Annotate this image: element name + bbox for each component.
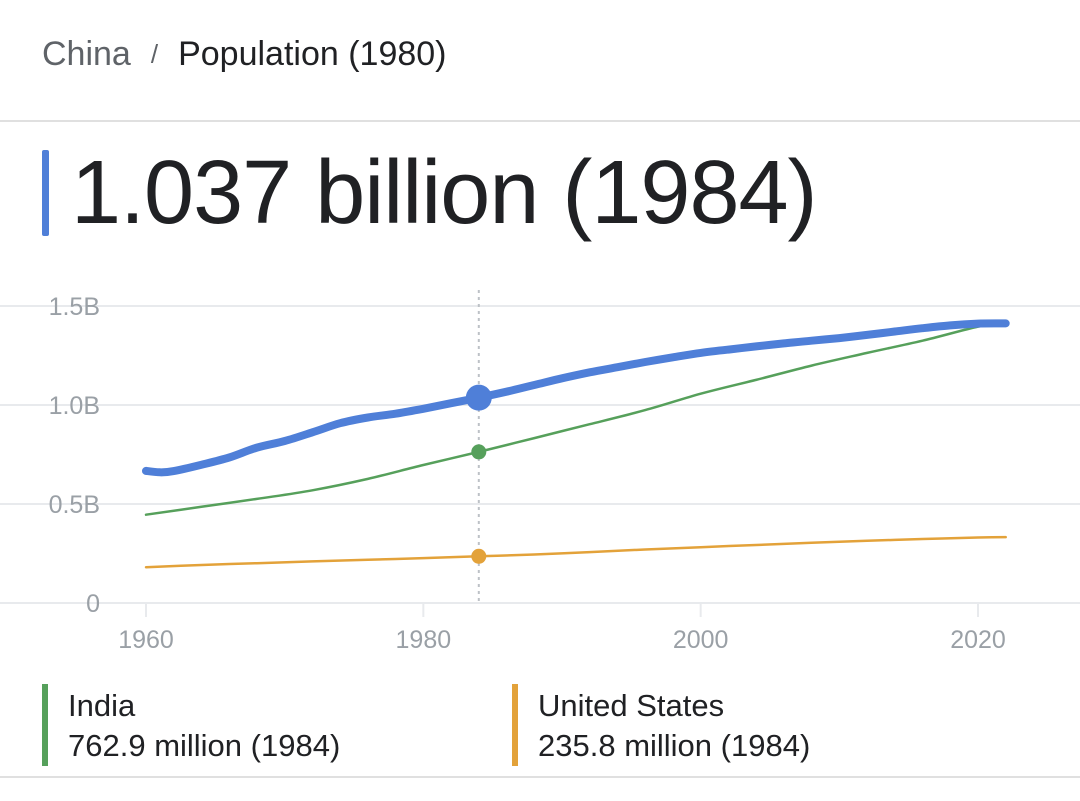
series-marker-china xyxy=(465,384,492,411)
y-tick-label-1.0B: 1.0B xyxy=(49,392,100,420)
breadcrumb-country-link[interactable]: China xyxy=(42,34,131,73)
series-line-china xyxy=(142,319,1010,477)
legend-india-value: 762.9 million (1984) xyxy=(68,728,341,763)
headline-value: 1.037 billion (1984) xyxy=(71,143,818,243)
legend-item-india[interactable]: India 762.9 million (1984) xyxy=(42,684,340,768)
series-line-united-states xyxy=(144,535,1007,569)
india-color-indicator xyxy=(42,684,48,766)
china-color-indicator xyxy=(42,150,49,236)
legend-india-name: India xyxy=(68,688,136,723)
x-tick-label-1980: 1980 xyxy=(396,626,452,654)
breadcrumb-current-metric: Population (1980) xyxy=(178,34,447,73)
headline: 1.037 billion (1984) xyxy=(42,143,818,243)
bottom-divider xyxy=(0,776,1080,778)
united-states-color-indicator xyxy=(512,684,518,766)
series-line-india xyxy=(144,321,1007,516)
top-divider xyxy=(0,120,1080,122)
y-tick-label-0: 0 xyxy=(86,590,100,618)
x-tick-label-2020: 2020 xyxy=(950,626,1006,654)
legend-item-united-states[interactable]: United States 235.8 million (1984) xyxy=(512,684,810,768)
series-marker-india xyxy=(471,444,487,460)
breadcrumb-separator: / xyxy=(150,38,159,69)
x-tick-label-2000: 2000 xyxy=(673,626,729,654)
population-chart[interactable]: 1.5B 1.0B 0.5B 0 1960 1980 2000 2020 xyxy=(0,270,1080,670)
x-tick-label-1960: 1960 xyxy=(118,626,174,654)
y-tick-label-1.5B: 1.5B xyxy=(49,293,100,321)
legend-united-states-value: 235.8 million (1984) xyxy=(538,728,811,763)
series-marker-united-states xyxy=(471,548,487,564)
breadcrumb: China / Population (1980) xyxy=(42,26,447,82)
legend-united-states-name: United States xyxy=(538,688,725,723)
y-tick-label-0.5B: 0.5B xyxy=(49,491,100,519)
